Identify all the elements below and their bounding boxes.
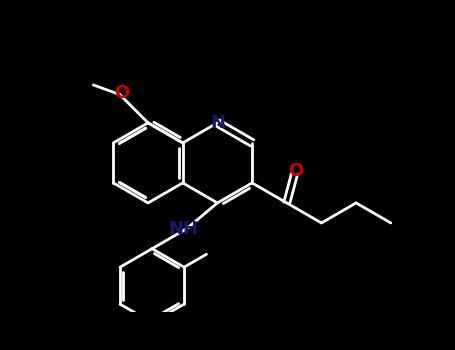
- Text: O: O: [288, 162, 303, 180]
- Text: NH: NH: [169, 220, 199, 238]
- Text: O: O: [114, 84, 129, 102]
- Text: N: N: [210, 114, 225, 132]
